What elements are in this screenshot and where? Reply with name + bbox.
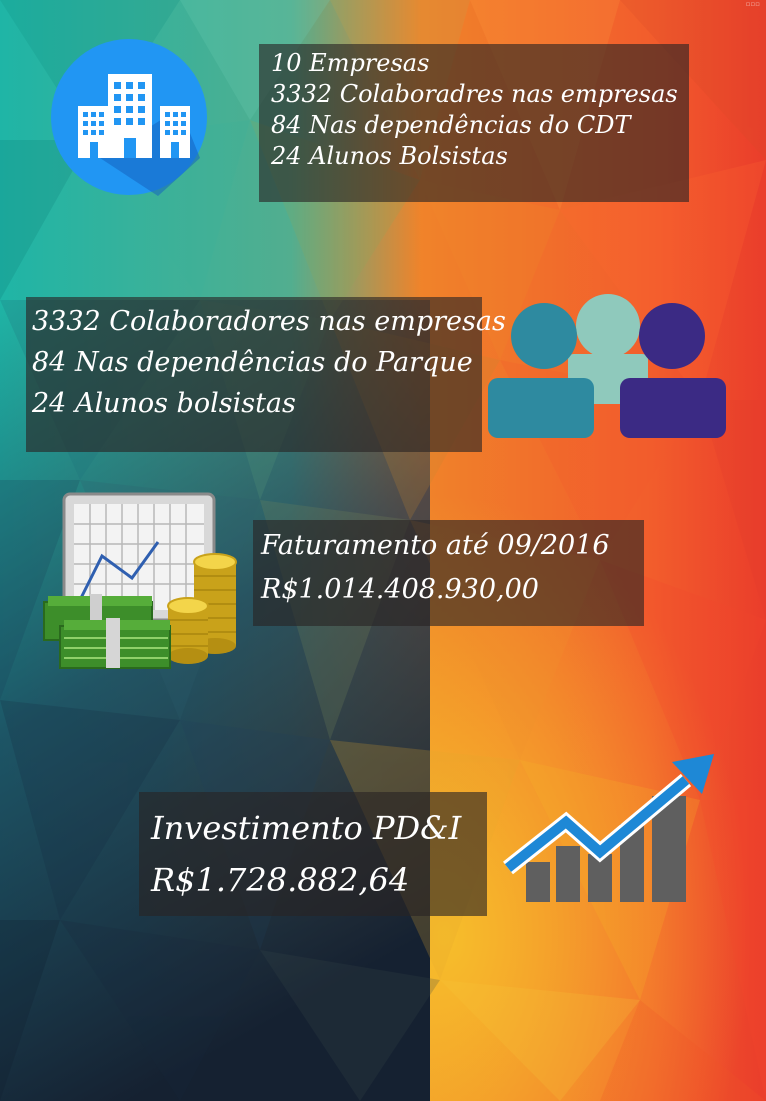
revenue-label: Faturamento até 09/2016 — [261, 530, 610, 561]
stat-cdt: 84 Nas dependências do CDT — [271, 111, 631, 139]
stat-park: 84 Nas dependências do Parque — [32, 347, 473, 378]
watermark: ▫▫▫ — [745, 0, 760, 8]
people-icon — [488, 294, 726, 438]
stat-companies: 10 Empresas — [271, 49, 430, 77]
revenue-panel: Faturamento até 09/2016 R$1.014.408.930,… — [253, 520, 644, 626]
building-icon — [51, 39, 207, 196]
investment-label: Investimento PD&I — [151, 809, 462, 847]
revenue-value: R$1.014.408.930,00 — [261, 574, 539, 605]
people-stats-panel: 3332 Colaboradores nas empresas 84 Nas d… — [26, 297, 506, 452]
stat-scholars: 24 Alunos Bolsistas — [271, 142, 508, 170]
stat-employees: 3332 Colaboradres nas empresas — [271, 80, 678, 108]
growth-chart-icon — [503, 754, 714, 902]
money-chart-icon — [43, 492, 237, 669]
company-stats-panel: 10 Empresas 3332 Colaboradres nas empres… — [259, 44, 689, 202]
investment-panel: Investimento PD&I R$1.728.882,64 — [139, 792, 487, 916]
investment-value: R$1.728.882,64 — [151, 861, 410, 899]
stat-employees: 3332 Colaboradores nas empresas — [32, 306, 506, 337]
stat-scholars: 24 Alunos bolsistas — [32, 388, 296, 419]
